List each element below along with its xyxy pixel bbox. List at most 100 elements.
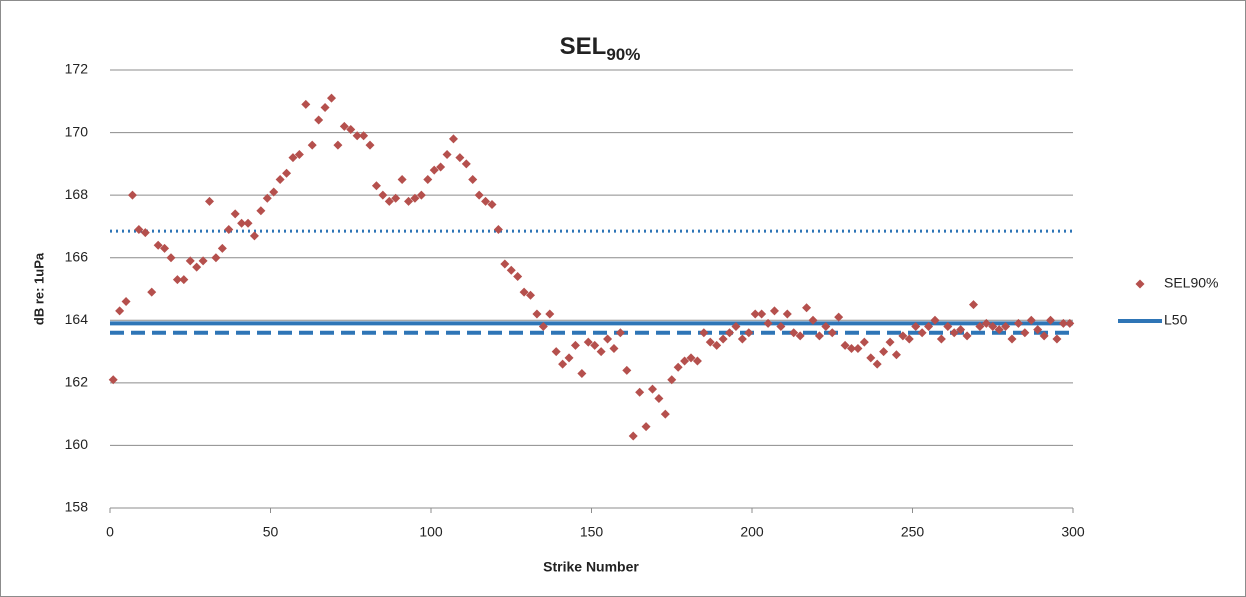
point bbox=[153, 240, 163, 250]
point bbox=[680, 356, 690, 366]
point bbox=[474, 190, 484, 200]
y-tick-label: 162 bbox=[65, 374, 89, 390]
point bbox=[192, 262, 202, 272]
point bbox=[115, 306, 125, 316]
point bbox=[577, 368, 587, 378]
point bbox=[802, 303, 812, 313]
point bbox=[294, 149, 304, 159]
point bbox=[904, 334, 914, 344]
point bbox=[609, 343, 619, 353]
point bbox=[814, 331, 824, 341]
x-tick-label: 150 bbox=[580, 524, 604, 540]
point bbox=[436, 162, 446, 172]
point bbox=[879, 347, 889, 357]
point bbox=[442, 149, 452, 159]
point bbox=[532, 309, 542, 319]
point bbox=[853, 343, 863, 353]
point bbox=[840, 340, 850, 350]
point bbox=[314, 115, 324, 125]
point bbox=[134, 225, 144, 235]
point bbox=[275, 175, 285, 184]
point bbox=[692, 356, 702, 366]
point bbox=[384, 196, 394, 206]
point bbox=[256, 206, 266, 216]
point bbox=[564, 353, 574, 363]
point bbox=[821, 322, 831, 332]
point bbox=[307, 140, 317, 150]
point bbox=[757, 309, 767, 319]
point bbox=[949, 328, 959, 338]
point bbox=[410, 193, 420, 203]
point bbox=[339, 121, 349, 131]
point bbox=[397, 175, 407, 184]
point bbox=[699, 328, 709, 338]
point bbox=[673, 362, 683, 372]
point bbox=[898, 331, 908, 341]
point bbox=[962, 331, 972, 341]
point bbox=[500, 259, 510, 269]
point bbox=[615, 328, 625, 338]
point bbox=[981, 318, 991, 328]
point bbox=[808, 315, 818, 325]
point bbox=[423, 175, 433, 184]
point bbox=[789, 328, 799, 338]
point bbox=[230, 209, 240, 219]
point bbox=[1065, 318, 1075, 328]
point bbox=[1001, 322, 1011, 332]
point bbox=[660, 409, 670, 419]
point bbox=[160, 243, 170, 253]
point bbox=[603, 334, 613, 344]
x-tick-label: 0 bbox=[106, 524, 114, 540]
point bbox=[1052, 334, 1062, 344]
point bbox=[911, 322, 921, 332]
point bbox=[185, 256, 195, 266]
x-tick-label: 50 bbox=[263, 524, 279, 540]
point bbox=[635, 387, 645, 397]
point bbox=[282, 168, 292, 178]
point bbox=[526, 290, 536, 300]
point bbox=[558, 359, 568, 369]
point bbox=[205, 196, 215, 206]
point bbox=[968, 300, 978, 310]
point bbox=[378, 190, 388, 200]
point bbox=[943, 322, 953, 332]
x-tick-label: 200 bbox=[740, 524, 764, 540]
point bbox=[744, 328, 754, 338]
x-tick-label: 250 bbox=[901, 524, 925, 540]
point bbox=[352, 131, 362, 141]
point bbox=[513, 271, 523, 281]
point bbox=[1039, 331, 1049, 341]
legend-label: SEL90% bbox=[1164, 275, 1218, 291]
point bbox=[628, 431, 638, 441]
point bbox=[763, 318, 773, 328]
point bbox=[519, 287, 529, 297]
point bbox=[917, 328, 927, 338]
point bbox=[647, 384, 657, 394]
y-tick-label: 158 bbox=[65, 499, 89, 515]
point bbox=[391, 193, 401, 203]
point bbox=[590, 340, 600, 350]
point bbox=[885, 337, 895, 347]
point bbox=[493, 225, 503, 235]
point bbox=[320, 103, 330, 113]
point bbox=[301, 99, 311, 109]
point bbox=[346, 124, 356, 134]
point bbox=[737, 334, 747, 344]
point bbox=[686, 353, 696, 363]
point bbox=[1026, 315, 1036, 325]
point bbox=[827, 328, 837, 338]
x-axis-label: Strike Number bbox=[543, 559, 639, 575]
point bbox=[172, 275, 182, 285]
point bbox=[468, 175, 478, 184]
point bbox=[487, 200, 497, 210]
point bbox=[1046, 315, 1056, 325]
point bbox=[570, 340, 580, 350]
point bbox=[834, 312, 844, 322]
point bbox=[551, 347, 561, 357]
point bbox=[288, 153, 298, 163]
point bbox=[211, 253, 221, 263]
point bbox=[782, 309, 792, 319]
point bbox=[461, 159, 471, 169]
point bbox=[333, 140, 343, 150]
point bbox=[179, 275, 189, 285]
